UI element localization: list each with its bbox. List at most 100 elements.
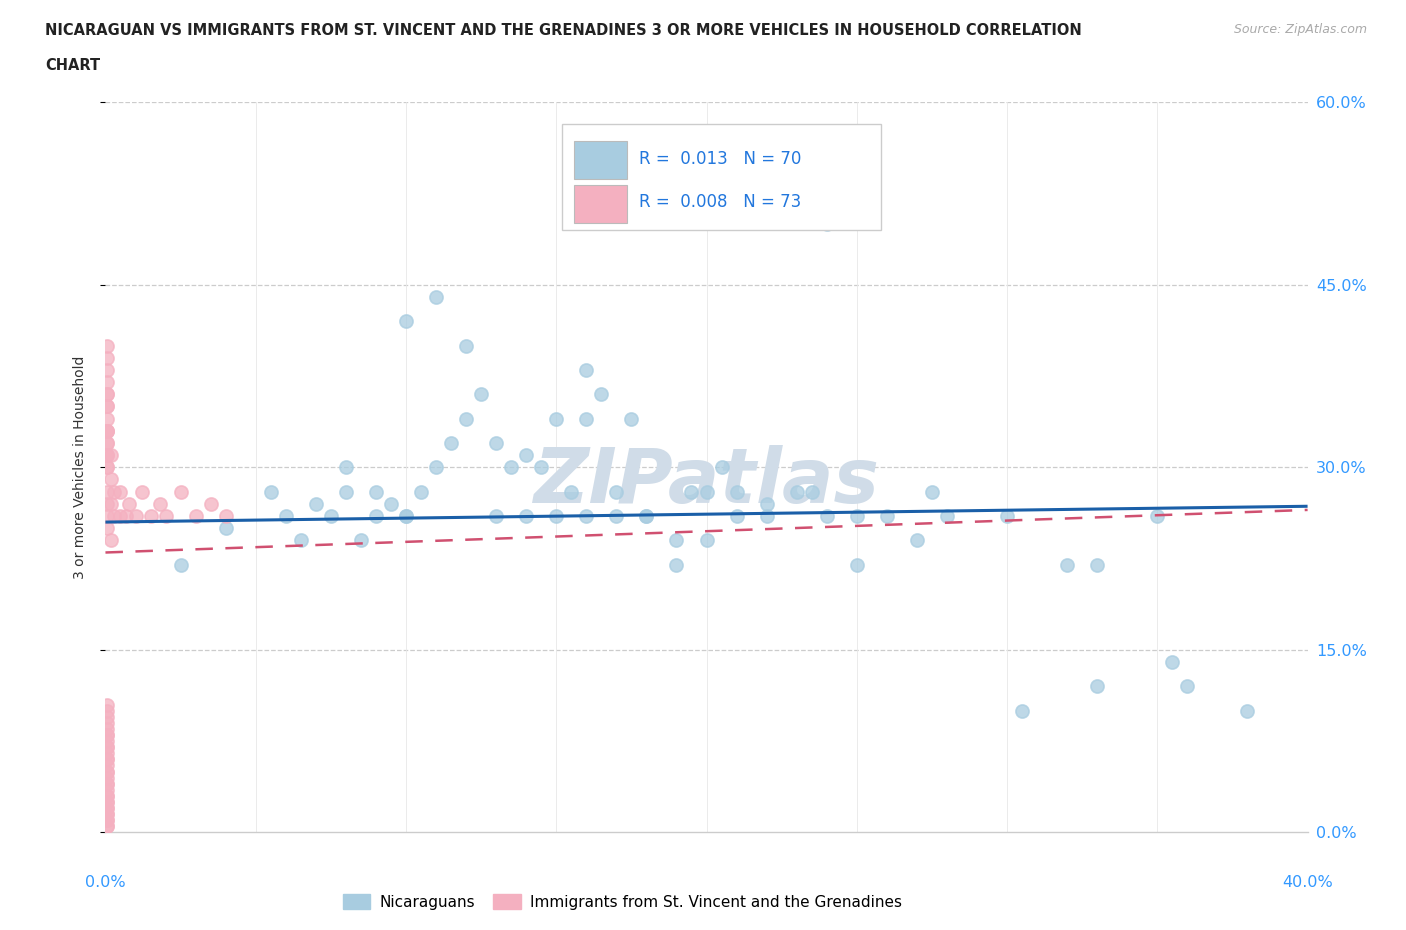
Point: [96, 806, 118, 821]
Point: [470, 387, 492, 402]
Point: [96, 509, 118, 524]
Point: [96, 521, 118, 536]
Point: [905, 533, 928, 548]
Point: [96, 363, 118, 378]
Point: [636, 509, 658, 524]
Point: [485, 435, 508, 450]
Point: [335, 460, 357, 474]
Point: [696, 485, 718, 499]
Point: [425, 289, 447, 304]
Point: [96, 739, 118, 754]
FancyBboxPatch shape: [574, 141, 627, 179]
Point: [485, 509, 508, 524]
Point: [96, 751, 118, 766]
Point: [96, 806, 118, 821]
Point: [214, 521, 236, 536]
Point: [1146, 509, 1168, 524]
Point: [155, 509, 177, 524]
Point: [184, 509, 207, 524]
Point: [100, 447, 122, 462]
Point: [96, 818, 118, 833]
Point: [96, 758, 118, 773]
Point: [96, 801, 118, 816]
Point: [530, 460, 553, 474]
Point: [350, 533, 373, 548]
Point: [96, 789, 118, 804]
Point: [395, 509, 418, 524]
Text: 40.0%: 40.0%: [1282, 875, 1333, 890]
Point: [103, 485, 125, 499]
Point: [936, 509, 959, 524]
Point: [110, 509, 132, 524]
Point: [515, 447, 537, 462]
Point: [1085, 679, 1108, 694]
Point: [1236, 703, 1258, 718]
Point: [546, 411, 568, 426]
Point: [96, 794, 118, 809]
Point: [725, 509, 748, 524]
Point: [591, 387, 613, 402]
Point: [274, 509, 297, 524]
Text: Source: ZipAtlas.com: Source: ZipAtlas.com: [1233, 23, 1367, 36]
Text: NICARAGUAN VS IMMIGRANTS FROM ST. VINCENT AND THE GRENADINES 3 OR MORE VEHICLES : NICARAGUAN VS IMMIGRANTS FROM ST. VINCEN…: [45, 23, 1081, 38]
Point: [169, 485, 191, 499]
Point: [96, 751, 118, 766]
Point: [96, 497, 118, 512]
Point: [96, 727, 118, 742]
Point: [636, 509, 658, 524]
Text: R =  0.013   N = 70: R = 0.013 N = 70: [640, 150, 801, 167]
Point: [876, 509, 898, 524]
Point: [456, 339, 478, 353]
Point: [364, 509, 387, 524]
Point: [96, 727, 118, 742]
Text: 0.0%: 0.0%: [86, 875, 125, 890]
Point: [96, 813, 118, 828]
Point: [96, 710, 118, 724]
Point: [96, 387, 118, 402]
Point: [96, 722, 118, 737]
Point: [96, 764, 118, 779]
Point: [96, 435, 118, 450]
FancyBboxPatch shape: [574, 185, 627, 223]
Point: [575, 363, 598, 378]
Point: [395, 509, 418, 524]
Point: [96, 423, 118, 438]
Point: [103, 509, 125, 524]
Point: [96, 447, 118, 462]
Point: [501, 460, 523, 474]
Point: [115, 509, 138, 524]
Point: [96, 399, 118, 414]
Point: [96, 764, 118, 779]
Point: [200, 497, 222, 512]
Y-axis label: 3 or more Vehicles in Household: 3 or more Vehicles in Household: [73, 355, 87, 579]
Point: [1056, 557, 1078, 572]
Point: [786, 485, 808, 499]
Point: [214, 509, 236, 524]
Point: [546, 509, 568, 524]
Point: [96, 460, 118, 474]
Point: [605, 509, 627, 524]
Point: [364, 485, 387, 499]
Point: [319, 509, 342, 524]
Text: R =  0.008   N = 73: R = 0.008 N = 73: [640, 193, 801, 211]
Point: [96, 818, 118, 833]
Point: [131, 485, 153, 499]
Point: [665, 557, 688, 572]
FancyBboxPatch shape: [562, 125, 880, 230]
Point: [100, 497, 122, 512]
Point: [96, 411, 118, 426]
Point: [995, 509, 1018, 524]
Point: [605, 485, 627, 499]
Point: [124, 509, 146, 524]
Point: [845, 557, 868, 572]
Point: [1161, 655, 1184, 670]
Legend: Nicaraguans, Immigrants from St. Vincent and the Grenadines: Nicaraguans, Immigrants from St. Vincent…: [336, 887, 908, 916]
Point: [380, 497, 402, 512]
Point: [620, 411, 643, 426]
Point: [1175, 679, 1198, 694]
Point: [515, 509, 537, 524]
Point: [118, 497, 141, 512]
Point: [921, 485, 943, 499]
Point: [1011, 703, 1033, 718]
Point: [96, 770, 118, 785]
